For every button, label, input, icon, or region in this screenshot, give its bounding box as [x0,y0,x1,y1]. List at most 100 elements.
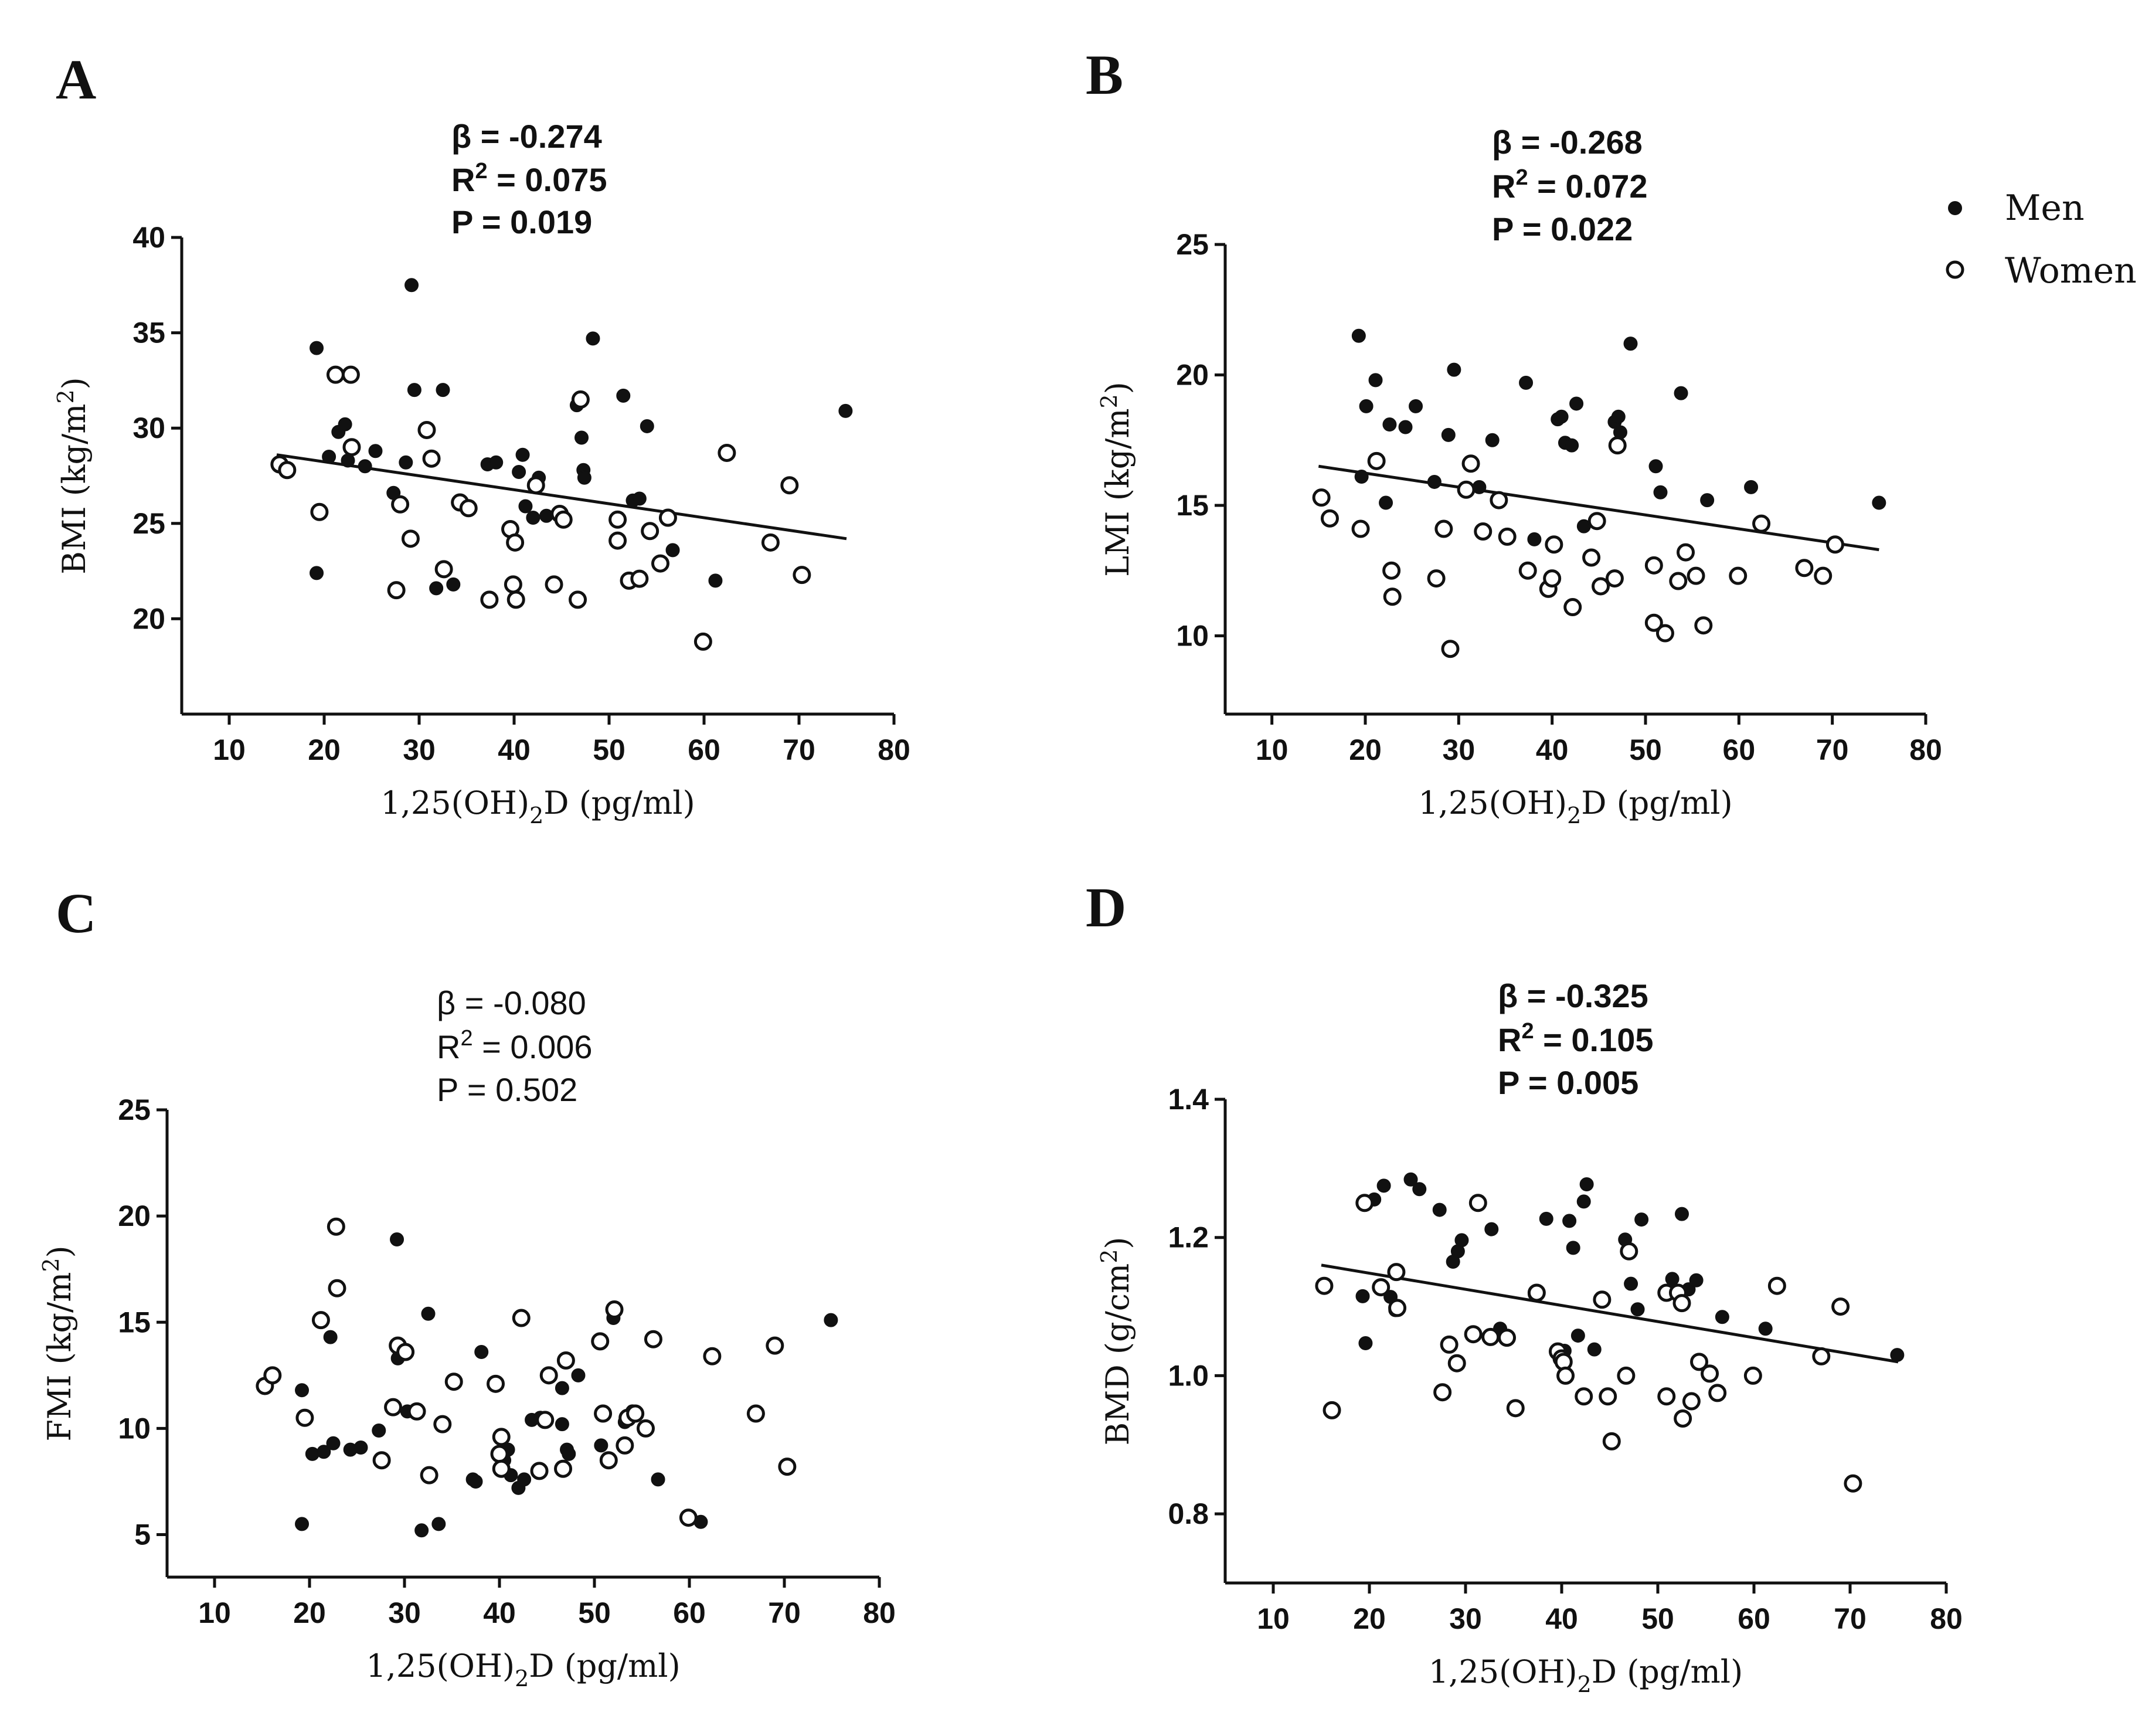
x-tick-label: 70 [1834,1602,1867,1635]
point-women [1388,1299,1407,1317]
point-women [401,529,420,548]
y-tick-label: 30 [132,412,165,444]
point-men [515,447,530,462]
y-tick-label: 15 [118,1306,151,1338]
point-women [616,1436,634,1455]
point-women [263,1366,282,1385]
point-men [399,455,413,470]
point-women [608,531,627,550]
point-women [746,1404,765,1423]
point-women [480,590,499,609]
x-tick-label: 10 [1256,733,1289,766]
point-men [594,1438,608,1453]
point-women [608,510,627,529]
point-women [1323,1401,1341,1419]
point-women [1543,569,1562,588]
point-men [1758,1321,1773,1336]
point-men [323,1330,338,1344]
point-men [414,1523,429,1538]
y-tick-label: 25 [132,507,165,540]
point-women [1672,1294,1691,1313]
point-men [1382,417,1397,432]
point-men [708,573,723,588]
point-women [1367,451,1386,470]
point-men [555,1417,569,1432]
point-men [1890,1348,1905,1363]
point-women [1814,566,1833,585]
y-axis-title: BMD (g/cm2) [1096,1237,1136,1446]
stat-beta: β = -0.274 [451,118,602,155]
point-women [1752,514,1771,533]
point-women [630,569,649,588]
point-women [703,1347,722,1365]
x-tick-label: 80 [878,733,910,766]
point-women [311,1311,330,1330]
point-men [1351,328,1366,343]
y-tick-label: 20 [118,1200,151,1232]
stat-r2: R2 = 0.072 [1492,165,1648,205]
x-tick-label: 50 [1629,733,1662,766]
point-men [407,383,421,398]
point-men [431,1517,446,1531]
stat-beta: β = -0.080 [437,984,586,1021]
point-women [1383,587,1402,606]
point-women [658,508,677,527]
point-women [1355,1194,1374,1212]
point-women [1825,535,1844,554]
point-women [693,632,712,651]
point-men [665,543,680,558]
y-tick-label: 5 [134,1518,151,1551]
point-men [1570,1329,1585,1343]
point-women [1669,572,1688,590]
point-women [459,499,478,518]
point-men [429,581,444,596]
x-tick-label: 20 [1349,733,1382,766]
point-men [1432,1202,1447,1217]
y-axis-title: LMI (kg/m2) [1096,382,1136,577]
x-tick-label: 50 [1641,1602,1674,1635]
legend-men-label: Men [2005,188,2085,229]
x-tick-label: 50 [578,1596,611,1629]
point-men [571,1368,586,1382]
x-tick-label: 50 [593,733,625,766]
point-men [1579,1177,1594,1191]
point-women [1440,1335,1459,1354]
point-women [444,1373,463,1391]
point-women [718,443,736,462]
point-women [536,1411,555,1429]
point-women [1743,1366,1762,1385]
x-tick-label: 40 [483,1596,516,1629]
point-women [391,495,410,514]
point-women [1563,598,1582,617]
point-women [1593,1290,1612,1309]
point-men [555,1381,569,1395]
x-axis-title: 1,25(OH)2D (pg/ml) [380,784,695,828]
point-women [554,1459,573,1478]
point-men [1441,427,1456,442]
point-women [651,554,669,573]
point-men [1624,1276,1638,1291]
point-men [446,577,461,592]
point-women [1599,1387,1617,1406]
point-women [387,581,406,600]
point-men [1368,373,1383,388]
y-tick-label: 25 [1176,228,1209,261]
point-women [342,438,361,457]
point-men [1403,1172,1418,1187]
point-women [526,476,545,495]
point-women [1729,566,1748,585]
x-tick-label: 80 [1909,733,1942,766]
y-tick-label: 25 [118,1093,151,1126]
point-women [384,1398,403,1416]
point-women [422,449,441,468]
panel-letter-c: C [56,882,96,945]
point-men [1358,1336,1373,1351]
point-men [1872,495,1886,510]
stat-r2: R2 = 0.006 [437,1026,593,1065]
point-women [1433,1383,1452,1402]
point-women [1812,1347,1831,1365]
point-women [1582,548,1601,567]
point-women [1617,1366,1636,1385]
point-men [1611,409,1626,424]
